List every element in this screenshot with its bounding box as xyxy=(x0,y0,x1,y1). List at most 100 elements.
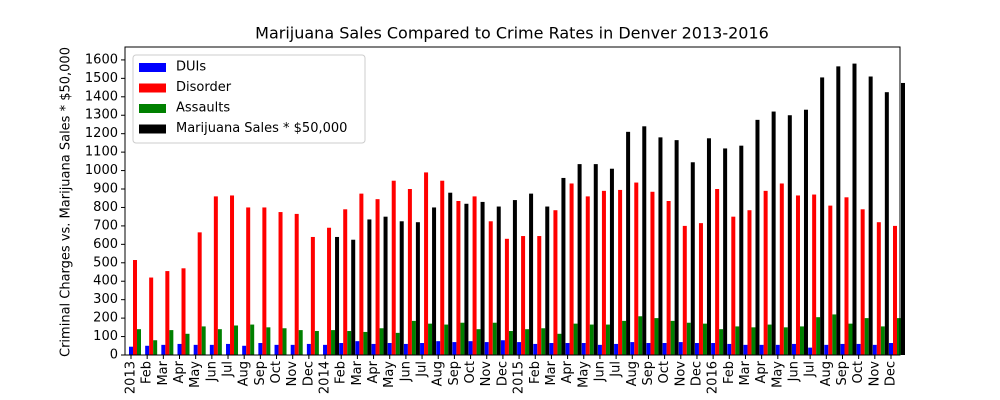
bar xyxy=(561,177,566,355)
bar xyxy=(593,164,598,355)
bar xyxy=(371,343,376,355)
legend-label: Marijuana Sales * $50,000 xyxy=(176,121,347,136)
bar xyxy=(618,189,623,355)
x-tick-label: Feb xyxy=(334,361,349,384)
chart-title: Marijuana Sales Compared to Crime Rates … xyxy=(255,24,769,43)
bar xyxy=(282,328,287,355)
bar xyxy=(601,190,606,355)
bar xyxy=(145,345,150,355)
bar xyxy=(711,343,716,355)
bar xyxy=(213,196,218,355)
bar xyxy=(642,126,647,355)
y-tick-label: 1000 xyxy=(85,163,118,178)
bar xyxy=(787,115,792,355)
x-tick-label: Oct xyxy=(851,361,866,383)
bar xyxy=(230,195,235,355)
bar xyxy=(266,327,271,355)
x-tick-label: 2016 xyxy=(706,361,721,394)
y-tick-label: 1300 xyxy=(85,108,118,123)
legend-swatch xyxy=(139,83,166,93)
bar xyxy=(525,329,530,355)
bar xyxy=(440,180,445,355)
bar xyxy=(403,343,408,355)
bar xyxy=(755,119,760,355)
legend-swatch xyxy=(139,63,166,72)
x-tick-label: Apr xyxy=(754,360,769,383)
x-tick-label: Sep xyxy=(447,361,462,386)
bar xyxy=(290,344,295,355)
bar xyxy=(739,145,744,355)
x-tick-label: May xyxy=(770,361,785,388)
bar xyxy=(165,271,170,355)
x-tick-label: Apr xyxy=(366,360,381,383)
bar xyxy=(573,323,578,355)
legend-frame xyxy=(132,54,366,144)
bar xyxy=(375,199,380,355)
x-tick-label: Aug xyxy=(625,361,640,386)
x-tick-label: Apr xyxy=(560,360,575,383)
bar xyxy=(783,327,788,355)
y-tick-label: 300 xyxy=(93,292,118,307)
bar xyxy=(812,194,817,355)
bar xyxy=(553,210,558,355)
legend-label: Assaults xyxy=(176,101,230,116)
x-tick-label: Aug xyxy=(237,361,252,386)
y-tick-label: 400 xyxy=(93,274,118,289)
legend-swatch xyxy=(139,124,166,134)
bar xyxy=(658,137,663,355)
x-tick-label: Jul xyxy=(221,361,236,378)
bar xyxy=(614,343,619,355)
bar xyxy=(569,183,574,355)
bar xyxy=(731,216,736,355)
x-tick-label: Jul xyxy=(803,361,818,378)
bar xyxy=(767,324,772,355)
x-tick-label: 2013 xyxy=(124,361,139,394)
bar xyxy=(424,172,429,355)
y-tick-label: 700 xyxy=(93,218,118,233)
bar xyxy=(193,344,198,355)
bar xyxy=(197,232,202,355)
bar xyxy=(496,206,501,355)
x-tick-label: Nov xyxy=(867,361,882,387)
bar xyxy=(488,221,493,355)
bar xyxy=(864,318,869,355)
bar xyxy=(310,236,315,355)
bar xyxy=(836,66,841,356)
x-tick-label: Mar xyxy=(156,360,171,385)
x-tick-label: Oct xyxy=(463,361,478,383)
bar xyxy=(383,216,388,355)
bar xyxy=(217,329,222,355)
bar xyxy=(848,323,853,355)
bar xyxy=(646,343,651,355)
x-tick-label: 2015 xyxy=(512,361,527,394)
bar xyxy=(153,340,158,355)
bar xyxy=(517,342,522,355)
bar xyxy=(666,201,671,355)
bar xyxy=(355,341,360,355)
x-tick-label: May xyxy=(576,361,591,388)
bar xyxy=(662,343,667,355)
bar xyxy=(852,63,857,355)
bar xyxy=(367,219,372,355)
bar xyxy=(630,342,635,355)
bar xyxy=(363,331,368,355)
x-tick-label: Aug xyxy=(819,361,834,386)
bar xyxy=(323,344,328,355)
y-tick-label: 900 xyxy=(93,182,118,197)
bar xyxy=(391,180,396,355)
x-tick-label: Feb xyxy=(722,361,737,384)
x-tick-label: Dec xyxy=(689,361,704,386)
bar xyxy=(727,343,732,355)
bar xyxy=(185,333,190,355)
bar xyxy=(169,330,174,355)
bar xyxy=(480,201,485,355)
bar xyxy=(816,317,821,355)
bar xyxy=(856,343,861,355)
bar xyxy=(420,343,425,355)
bar xyxy=(747,210,752,355)
legend-label: DUIs xyxy=(176,60,206,75)
bar xyxy=(690,162,695,355)
bar xyxy=(331,330,336,355)
x-tick-label: Oct xyxy=(269,361,284,383)
y-tick-label: 600 xyxy=(93,237,118,252)
